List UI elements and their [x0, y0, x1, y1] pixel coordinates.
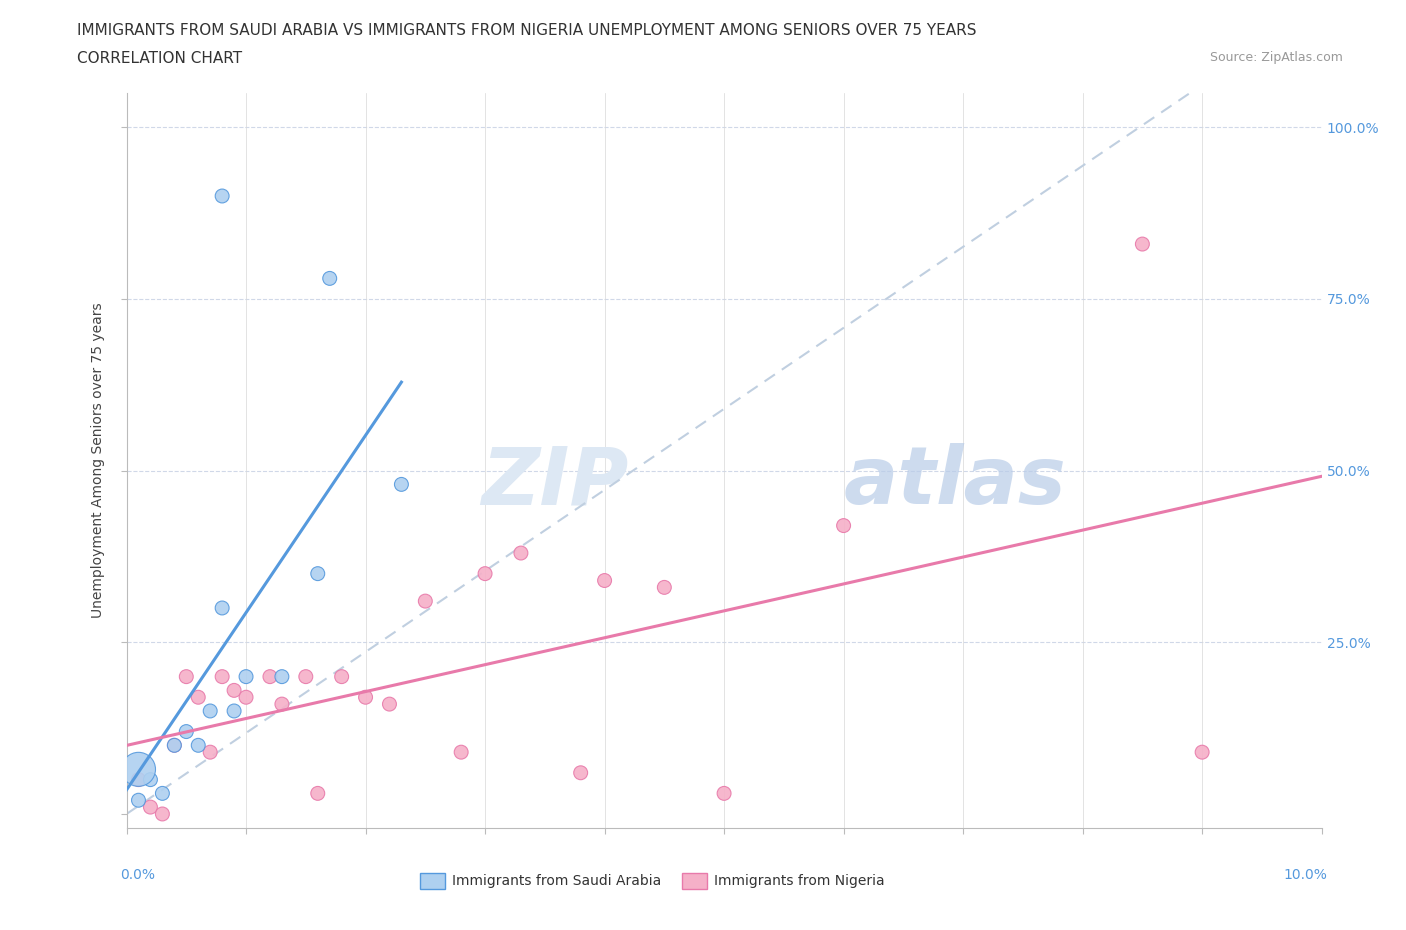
- Text: atlas: atlas: [844, 444, 1066, 522]
- Point: [174, 670, 197, 684]
- Point: [354, 690, 377, 705]
- Point: [318, 271, 342, 286]
- Point: [139, 772, 162, 787]
- Text: 0.0%: 0.0%: [121, 868, 156, 883]
- Point: [270, 670, 294, 684]
- Point: [259, 670, 281, 684]
- Point: [187, 737, 209, 752]
- Point: [127, 792, 149, 807]
- Point: [450, 745, 472, 760]
- Text: IMMIGRANTS FROM SAUDI ARABIA VS IMMIGRANTS FROM NIGERIA UNEMPLOYMENT AMONG SENIO: IMMIGRANTS FROM SAUDI ARABIA VS IMMIGRAN…: [77, 23, 977, 38]
- Point: [127, 762, 149, 777]
- Text: CORRELATION CHART: CORRELATION CHART: [77, 51, 242, 66]
- Point: [569, 765, 592, 780]
- Point: [235, 670, 257, 684]
- Point: [222, 683, 246, 698]
- Point: [307, 786, 329, 801]
- Point: [222, 703, 246, 718]
- Point: [474, 566, 496, 581]
- Point: [330, 670, 353, 684]
- Point: [832, 518, 855, 533]
- Point: [1130, 236, 1153, 251]
- Point: [294, 670, 316, 684]
- Point: [211, 670, 233, 684]
- Point: [713, 786, 735, 801]
- Point: [200, 745, 222, 760]
- Y-axis label: Unemployment Among Seniors over 75 years: Unemployment Among Seniors over 75 years: [91, 302, 105, 618]
- Text: ZIP: ZIP: [481, 444, 628, 522]
- Point: [211, 601, 233, 616]
- Point: [139, 800, 162, 815]
- Point: [127, 772, 149, 787]
- Point: [307, 566, 329, 581]
- Point: [187, 690, 209, 705]
- Point: [152, 806, 174, 821]
- Text: 10.0%: 10.0%: [1284, 868, 1327, 883]
- Point: [509, 546, 531, 561]
- Point: [652, 580, 675, 595]
- Point: [174, 724, 197, 739]
- Text: Source: ZipAtlas.com: Source: ZipAtlas.com: [1209, 51, 1343, 64]
- Point: [270, 697, 294, 711]
- Point: [391, 477, 413, 492]
- Point: [200, 703, 222, 718]
- Point: [163, 737, 186, 752]
- Point: [1191, 745, 1213, 760]
- Point: [235, 690, 257, 705]
- Point: [211, 189, 233, 204]
- Point: [378, 697, 401, 711]
- Point: [163, 737, 186, 752]
- Legend: Immigrants from Saudi Arabia, Immigrants from Nigeria: Immigrants from Saudi Arabia, Immigrants…: [415, 867, 890, 895]
- Point: [152, 786, 174, 801]
- Point: [593, 573, 616, 588]
- Point: [415, 593, 437, 608]
